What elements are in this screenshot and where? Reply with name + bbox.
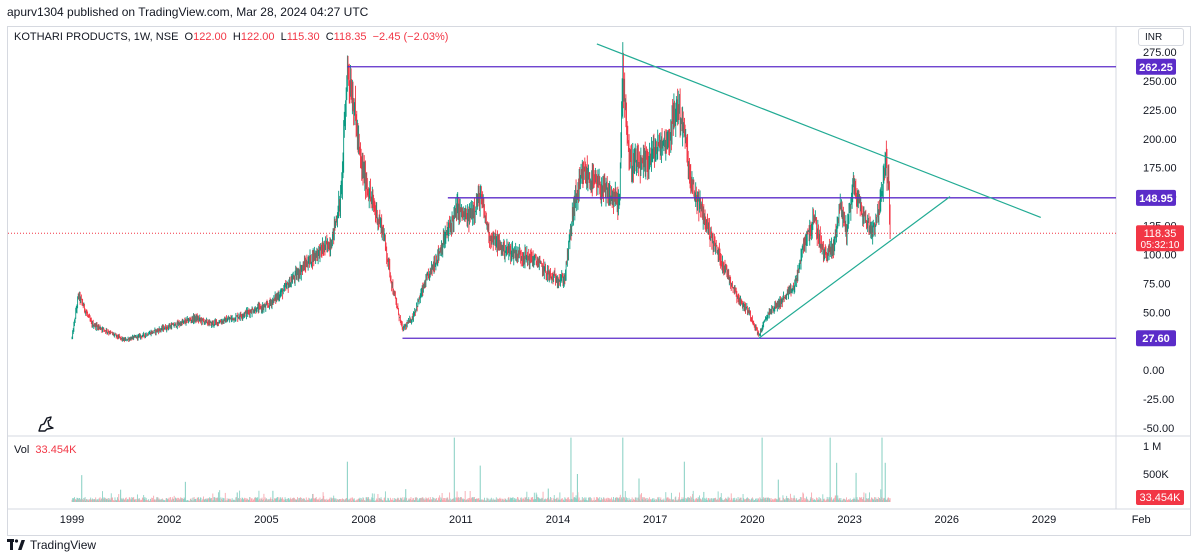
price-tick-label: 200.00: [1143, 134, 1177, 146]
time-tick-label: 2011: [449, 514, 473, 526]
time-tick-label: 2008: [351, 514, 375, 526]
price-tick-label: -25.00: [1143, 394, 1174, 406]
last-volume-label: 33.454K: [1140, 492, 1182, 504]
level-price-label: 262.25: [1139, 62, 1173, 74]
high-label: H: [232, 31, 241, 43]
price-tick-label: 275.00: [1143, 47, 1177, 59]
volume-tick-label: 1 M: [1143, 441, 1161, 453]
time-tick-label: 2029: [1032, 514, 1056, 526]
close-label: C: [325, 31, 334, 43]
level-price-tag: [1136, 189, 1176, 206]
tradingview-logo-icon: [7, 539, 25, 550]
price-tick-label: -50.00: [1143, 423, 1174, 435]
level-price-tag: [1136, 330, 1176, 347]
trendline: [758, 196, 951, 339]
volume-legend: Vol 33.454K: [14, 444, 76, 456]
open-value: 122.00: [193, 31, 227, 43]
last-volume-tag: [1136, 490, 1184, 505]
symbol-legend: KOTHARI PRODUCTS, 1W, NSE O122.00 H122.0…: [14, 31, 448, 43]
volume-tick-label: 500K: [1143, 469, 1169, 481]
dinosaur-icon: [36, 414, 56, 439]
symbol-title: KOTHARI PRODUCTS, 1W, NSE: [14, 31, 179, 43]
price-tick-label: 0.00: [1143, 365, 1164, 377]
volume-value: 33.454K: [35, 444, 77, 456]
chart-frame: [7, 26, 1191, 536]
low-label: L: [280, 31, 287, 43]
time-tick-label: 1999: [60, 514, 84, 526]
time-tick-label: 2026: [935, 514, 959, 526]
level-price-label: 148.95: [1139, 193, 1173, 205]
time-tick-label: 2014: [546, 514, 570, 526]
time-tick-label: Feb: [1132, 514, 1151, 526]
change-value: −2.45 (−2.03%): [372, 31, 449, 43]
countdown-label: 05:32:10: [1141, 240, 1180, 251]
time-tick-label: 2002: [157, 514, 181, 526]
price-tick-label: 50.00: [1143, 307, 1171, 319]
time-tick-label: 2023: [837, 514, 861, 526]
high-value: 122.00: [240, 31, 275, 43]
price-tick-label: 75.00: [1143, 278, 1171, 290]
price-tick-label: 225.00: [1143, 105, 1177, 117]
trendline: [596, 43, 1041, 218]
time-tick-label: 2017: [643, 514, 667, 526]
time-tick-label: 2020: [740, 514, 764, 526]
low-value: 115.30: [286, 31, 320, 43]
price-tick-label: 175.00: [1143, 163, 1177, 175]
last-price-label: 118.35: [1144, 228, 1177, 240]
price-tick-label: 100.00: [1143, 249, 1177, 261]
price-tick-label: 250.00: [1143, 76, 1177, 88]
level-price-tag: [1136, 58, 1176, 75]
last-price-tag: [1136, 225, 1184, 252]
tradingview-brand: TradingView: [30, 538, 97, 552]
close-value: 118.35: [333, 31, 367, 43]
currency-button[interactable]: INR: [1138, 28, 1184, 46]
time-tick-label: 2005: [254, 514, 278, 526]
volume-label: Vol: [14, 444, 30, 456]
publisher-caption: apurv1304 published on TradingView.com, …: [7, 5, 369, 19]
level-price-label: 27.60: [1142, 333, 1170, 345]
tradingview-logo[interactable]: TradingView: [7, 538, 96, 552]
open-label: O: [184, 31, 194, 43]
